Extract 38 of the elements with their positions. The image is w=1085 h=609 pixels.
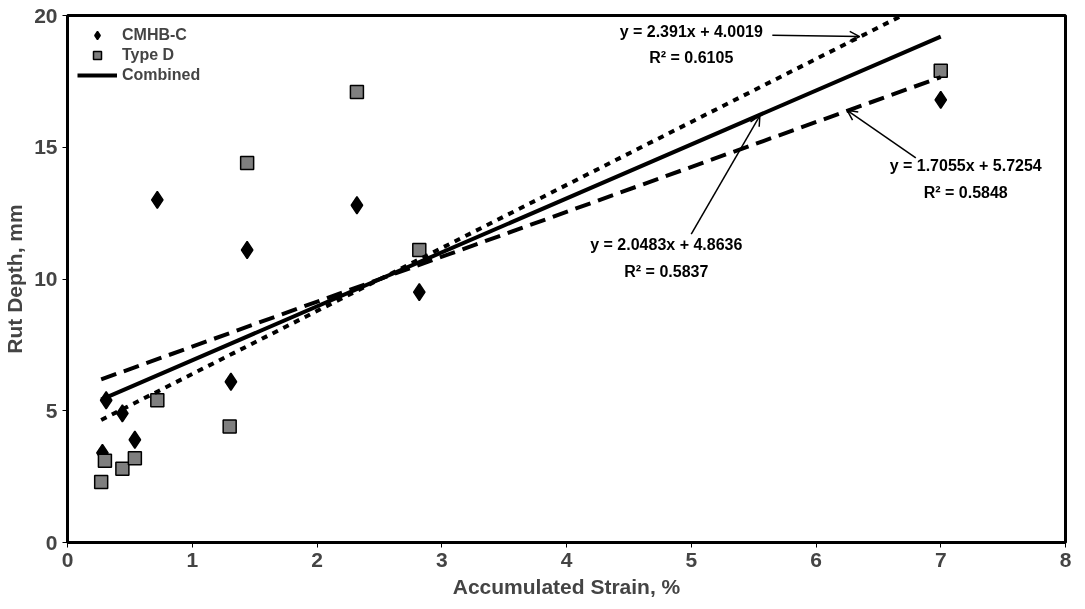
point — [150, 392, 165, 408]
point — [412, 282, 426, 302]
x-tick-label: 0 — [61, 547, 74, 571]
annotation: y = 2.0483x + 4.8636 R² = 0.5837 — [590, 236, 743, 280]
x-tick-label: 5 — [685, 547, 698, 571]
point — [115, 461, 130, 476]
point — [222, 419, 237, 434]
x-tick-label: 4 — [560, 547, 573, 571]
legend-label: Combined — [122, 66, 201, 84]
point — [934, 90, 948, 110]
x-tick-label: 8 — [1059, 547, 1072, 571]
y-tick-label: 15 — [34, 135, 58, 159]
y-tick-label: 0 — [45, 530, 58, 554]
y-axis-title: Rut Depth, mm — [3, 204, 27, 354]
x-tick-label: 1 — [186, 547, 199, 571]
point — [127, 450, 143, 466]
annotation: y = 1.7055x + 5.7254 R² = 0.5848 — [889, 157, 1042, 201]
point — [97, 453, 113, 469]
x-axis-title: Accumulated Strain, % — [452, 574, 681, 598]
y-tick-label: 5 — [45, 398, 58, 422]
x-tick-label: 3 — [435, 547, 448, 571]
point — [128, 430, 142, 449]
x-tick-label: 6 — [810, 547, 822, 571]
y-tick-label: 10 — [34, 267, 58, 290]
legend-label: CMHB-C — [122, 26, 187, 44]
point — [412, 242, 427, 258]
y-tick-label: 20 — [34, 3, 58, 27]
x-tick-label: 7 — [934, 547, 947, 571]
point — [150, 190, 164, 210]
point — [239, 155, 255, 171]
point — [224, 372, 238, 392]
point — [350, 195, 364, 215]
point — [349, 84, 365, 100]
point — [93, 474, 109, 490]
point — [240, 240, 254, 260]
x-tick-label: 2 — [311, 547, 323, 571]
annotation: y = 2.391x + 4.0019 R² = 0.6105 — [619, 22, 763, 67]
legend-label: Type D — [122, 46, 175, 64]
